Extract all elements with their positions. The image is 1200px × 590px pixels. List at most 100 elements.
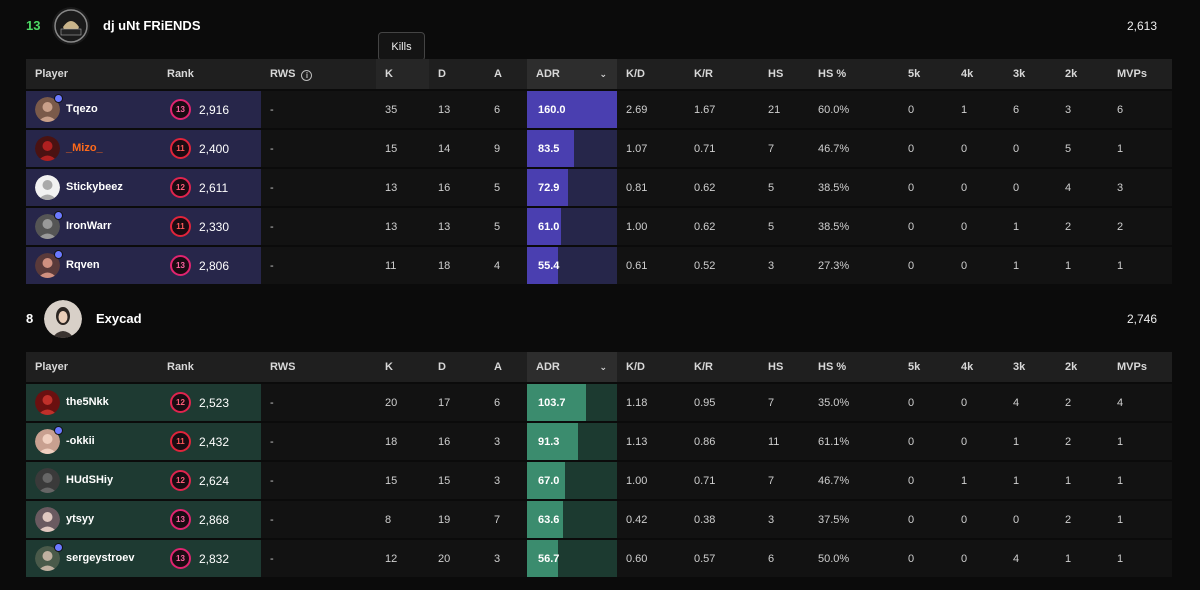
rws-value: - (261, 91, 376, 128)
player-cell[interactable]: the5Nkk (26, 384, 167, 421)
table-row[interactable]: IronWarr 11 2,330-13 13 5 61.0 1.00 0.62 5 38.5% 0… (26, 208, 1172, 245)
column-header-rws[interactable]: RWS (261, 352, 376, 382)
column-header-kd[interactable]: K/D (617, 352, 685, 382)
assists-value: 3 (485, 462, 527, 499)
avatar[interactable] (35, 507, 60, 532)
table-row[interactable]: sergeystroev 13 2,832 -12 20 3 56.7 0.60 0.57 6 50… (26, 540, 1172, 577)
column-header-rank[interactable]: Rank (167, 352, 261, 382)
column-header-3k[interactable]: 3k (1004, 59, 1056, 89)
player-cell[interactable]: Stickybeez (26, 169, 167, 206)
column-header-kills[interactable]: K (376, 59, 429, 89)
player-name[interactable]: Rqven (66, 259, 100, 271)
player-cell[interactable]: Tqezo (26, 91, 167, 128)
player-name[interactable]: Stickybeez (66, 181, 123, 193)
column-header-kd[interactable]: K/D (617, 59, 685, 89)
table-row[interactable]: Rqven 13 2,806-11 18 4 55.4 0.61 0.52 3 27.3% 0 0 1 1… (26, 247, 1172, 284)
hs-percent-value: 46.7% (809, 462, 899, 499)
table-row[interactable]: _Mizo_ 11 2,400-15 14 9 83.5 1.07 0.71 7 46.7% 0 0 0… (26, 130, 1172, 167)
column-header-kr[interactable]: K/R (685, 352, 759, 382)
column-header-4k[interactable]: 4k (952, 59, 1004, 89)
player-cell[interactable]: IronWarr (26, 208, 167, 245)
kd-value: 1.13 (617, 423, 685, 460)
column-header-mvps[interactable]: MVPs (1108, 59, 1172, 89)
column-header-adr[interactable]: ADR ⌄ (527, 59, 617, 89)
column-header-hs[interactable]: HS (759, 59, 809, 89)
hs-percent-value: 60.0% (809, 91, 899, 128)
column-header-kills[interactable]: K (376, 352, 429, 382)
table-row[interactable]: Stickybeez 12 2,611-13 16 5 72.9 0.81 0.62 5 38.5… (26, 169, 1172, 206)
hs-percent-value: 46.7% (809, 130, 899, 167)
team-logo[interactable] (52, 7, 90, 45)
player-cell[interactable]: -okkii (26, 423, 167, 460)
5k-value: 0 (899, 384, 952, 421)
table-row[interactable]: ytsyy 13 2,868-8 19 7 63.6 0.42 0.38 3 37.5% 0 0 0 2 1 (26, 501, 1172, 538)
column-header-hs-percent[interactable]: HS % (809, 59, 899, 89)
column-header-assists[interactable]: A (485, 352, 527, 382)
3k-value: 6 (1004, 91, 1056, 128)
column-header-deaths[interactable]: D (429, 352, 485, 382)
column-header-2k[interactable]: 2k (1056, 59, 1108, 89)
avatar[interactable] (35, 390, 60, 415)
avatar[interactable] (35, 214, 60, 239)
avatar[interactable] (35, 136, 60, 161)
column-header-4k[interactable]: 4k (952, 352, 1004, 382)
player-name[interactable]: IronWarr (66, 220, 112, 232)
table-row[interactable]: -okkii 11 2,432-18 16 3 91.3 1.13 0.86 11 61.1% 0 0… (26, 423, 1172, 460)
column-header-2k[interactable]: 2k (1056, 352, 1108, 382)
column-header-player[interactable]: Player (26, 352, 167, 382)
team-average-elo: 2,746 (1126, 312, 1157, 326)
table-row[interactable]: HUdSHiy 12 2,624-15 15 3 67.0 1.00 0.71 7 46.7% 0 1… (26, 462, 1172, 499)
team-name[interactable]: dj uNt FRiENDS (103, 18, 201, 33)
player-name[interactable]: ytsyy (66, 513, 95, 525)
player-cell[interactable]: _Mizo_ (26, 130, 167, 167)
4k-value: 0 (952, 208, 1004, 245)
adr-value: 67.0 (538, 474, 560, 487)
column-header-5k[interactable]: 5k (899, 59, 952, 89)
column-header-adr[interactable]: ADR ⌄ (527, 352, 617, 382)
column-tooltip: Kills (378, 32, 425, 61)
avatar[interactable] (35, 546, 60, 571)
table-row[interactable]: the5Nkk 12 2,523-20 17 6 103.7 1.18 0.95 7 35.0% 0… (26, 384, 1172, 421)
player-cell[interactable]: HUdSHiy (26, 462, 167, 499)
player-name[interactable]: Tqezo (66, 103, 98, 115)
rank-cell: 11 2,432 (167, 423, 261, 460)
deaths-value: 13 (429, 208, 485, 245)
3k-value: 1 (1004, 247, 1056, 284)
player-name[interactable]: the5Nkk (66, 396, 109, 408)
avatar[interactable] (35, 468, 60, 493)
hs-value: 3 (759, 247, 809, 284)
player-cell[interactable]: ytsyy (26, 501, 167, 538)
column-header-mvps[interactable]: MVPs (1108, 352, 1172, 382)
column-header-player[interactable]: Player (26, 59, 167, 89)
team-score: 8 (26, 311, 34, 326)
column-header-deaths[interactable]: D (429, 59, 485, 89)
adr-value: 160.0 (538, 103, 566, 116)
assists-value: 3 (485, 423, 527, 460)
column-header-rws[interactable]: RWS i (261, 59, 376, 89)
table-row[interactable]: Tqezo 13 2,916-35 13 6 160.0 2.69 1.67 21 60.0% 0 1… (26, 91, 1172, 128)
player-name[interactable]: HUdSHiy (66, 474, 114, 486)
column-header-rank[interactable]: Rank (167, 59, 261, 89)
avatar[interactable] (35, 97, 60, 122)
player-name[interactable]: _Mizo_ (66, 142, 103, 154)
column-header-kr[interactable]: K/R (685, 59, 759, 89)
team-name[interactable]: Exycad (96, 311, 142, 326)
player-name[interactable]: -okkii (66, 435, 95, 447)
player-name[interactable]: sergeystroev (66, 552, 135, 564)
avatar[interactable] (35, 429, 60, 454)
column-header-hs-percent[interactable]: HS % (809, 352, 899, 382)
column-header-5k[interactable]: 5k (899, 352, 952, 382)
4k-value: 0 (952, 423, 1004, 460)
info-icon[interactable]: i (301, 69, 313, 81)
2k-value: 3 (1056, 91, 1108, 128)
mvps-value: 2 (1108, 208, 1172, 245)
column-header-3k[interactable]: 3k (1004, 352, 1056, 382)
player-cell[interactable]: Rqven (26, 247, 167, 284)
team-logo[interactable] (44, 300, 82, 338)
column-header-hs[interactable]: HS (759, 352, 809, 382)
adr-bar-fill (527, 501, 563, 538)
avatar[interactable] (35, 175, 60, 200)
player-cell[interactable]: sergeystroev (26, 540, 167, 577)
avatar[interactable] (35, 253, 60, 278)
column-header-assists[interactable]: A (485, 59, 527, 89)
